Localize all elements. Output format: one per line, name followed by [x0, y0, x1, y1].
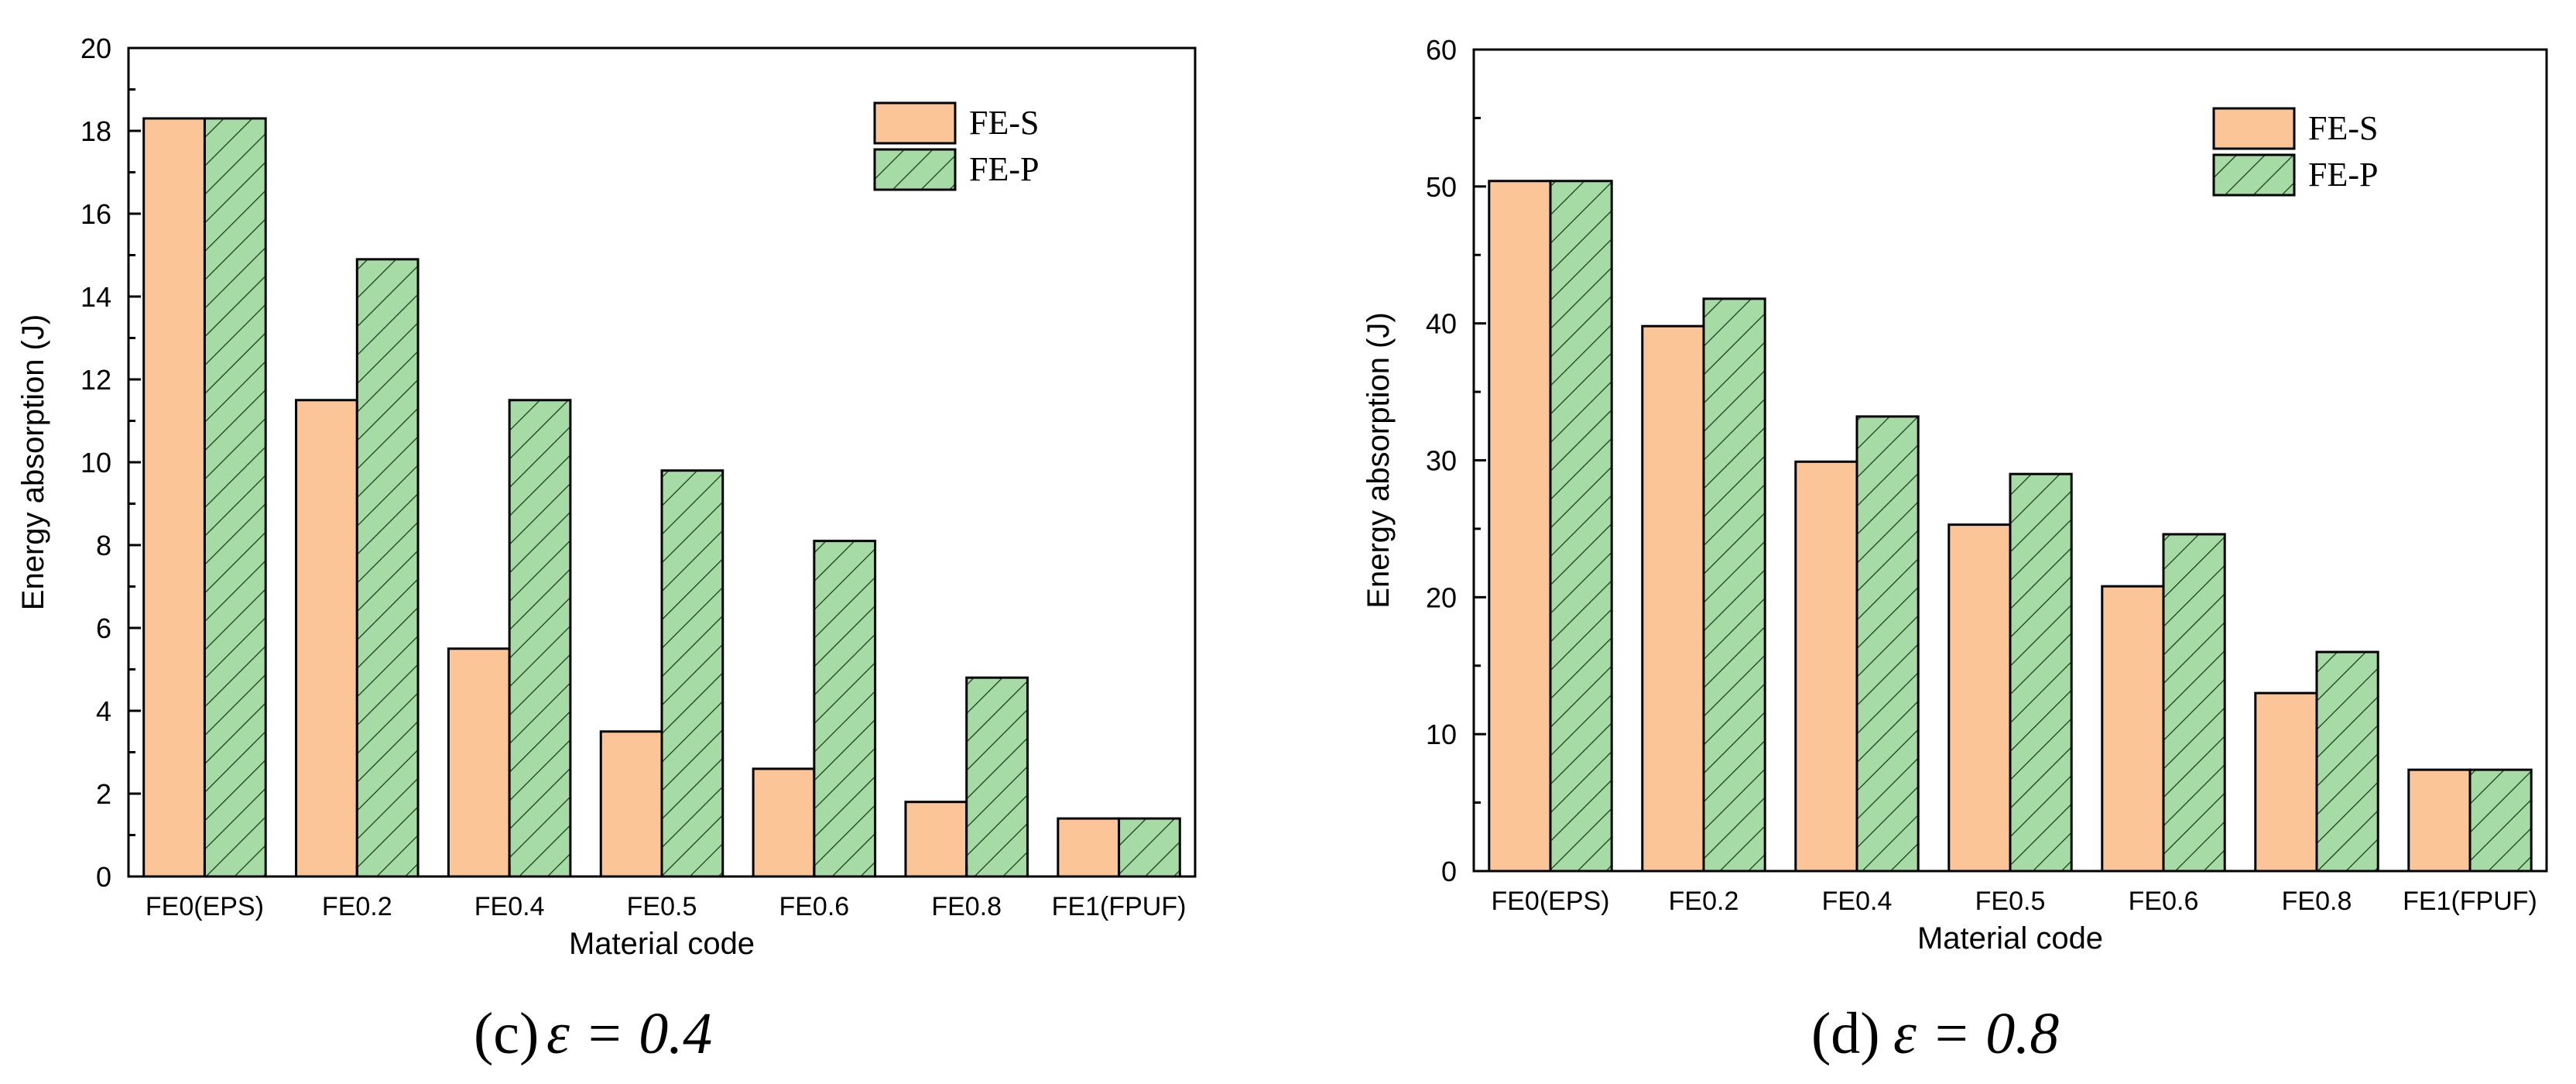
- x-tick-label: FE0.8: [931, 892, 1002, 921]
- caption-expression: ε = 0.8: [1893, 1001, 2059, 1066]
- bar-fe-p-4: [813, 540, 877, 878]
- bar-fe-s-0: [1488, 180, 1552, 873]
- y-tick-label: 30: [1426, 445, 1457, 477]
- bar-fe-p-6: [2468, 768, 2533, 873]
- legend-label-fe-s: FE-S: [969, 104, 1039, 142]
- bar-fe-s-4: [2101, 585, 2165, 873]
- bar-fe-s-6: [1057, 817, 1121, 878]
- y-axis-label: Energy absorption (J): [1362, 312, 1396, 608]
- legend-label-fe-p: FE-P: [2308, 156, 2378, 194]
- y-tick-label: 20: [80, 33, 111, 64]
- bar-fe-p-3: [660, 469, 724, 878]
- x-tick-label: FE0.2: [322, 892, 392, 921]
- x-tick-label: FE0.2: [1669, 887, 1739, 916]
- y-tick-label: 0: [96, 861, 111, 893]
- plot-frame: [1472, 48, 2548, 873]
- y-tick-label: 10: [1426, 719, 1457, 750]
- bar-fe-p-2: [508, 399, 572, 878]
- y-tick-label: 10: [80, 447, 111, 479]
- bar-fe-p-3: [2009, 472, 2073, 873]
- bar-fe-s-6: [2407, 768, 2472, 873]
- x-tick-label: FE0(EPS): [146, 892, 264, 921]
- bar-fe-p-5: [965, 676, 1029, 878]
- x-tick-label: FE1(FPUF): [1052, 892, 1187, 921]
- x-tick-label: FE0.4: [474, 892, 545, 921]
- bar-fe-s-5: [904, 801, 968, 878]
- y-tick-label: 2: [96, 778, 111, 810]
- legend-label-fe-s: FE-S: [2308, 109, 2378, 147]
- y-tick-label: 18: [80, 115, 111, 147]
- y-tick-label: 40: [1426, 308, 1457, 340]
- bar-fe-s-2: [447, 647, 511, 878]
- chart-d: 0 10 20 30 40 50 60 FE0(EPS) FE0.2 FE0.4 FE0.5 FE0.…: [1362, 34, 2548, 1066]
- legend-swatch-fe-s: [873, 101, 957, 145]
- bar-fe-s-1: [295, 399, 358, 878]
- caption-expression: ε = 0.4: [546, 1001, 712, 1066]
- x-tick-label: FE0.5: [627, 892, 697, 921]
- x-tick-label: FE0(EPS): [1491, 887, 1609, 916]
- y-tick-label: 0: [1441, 856, 1457, 887]
- x-tick-label: FE0.6: [2129, 887, 2199, 916]
- x-axis-label: Material code: [569, 927, 755, 961]
- bar-fe-s-3: [599, 730, 663, 878]
- bar-fe-p-1: [1702, 297, 1766, 873]
- legend-swatch-fe-p: [873, 148, 957, 191]
- y-tick-label: 20: [1426, 581, 1457, 613]
- caption-letter: (c): [474, 1001, 539, 1066]
- y-tick-label: 6: [96, 612, 111, 644]
- x-tick-label: FE0.4: [1822, 887, 1893, 916]
- bar-fe-p-6: [1118, 817, 1181, 878]
- x-tick-label: FE1(FPUF): [2403, 887, 2537, 916]
- bar-fe-p-1: [355, 258, 420, 878]
- bar-fe-p-2: [1855, 415, 1920, 873]
- bar-fe-p-4: [2162, 533, 2226, 873]
- caption-letter: (d): [1811, 1001, 1880, 1066]
- y-tick-label: 50: [1426, 171, 1457, 203]
- x-tick-label: FE0.5: [1975, 887, 2046, 916]
- bar-fe-s-4: [752, 767, 816, 878]
- y-tick-label: 14: [80, 281, 111, 313]
- bar-fe-s-5: [2254, 691, 2318, 873]
- bar-fe-s-1: [1641, 324, 1705, 873]
- y-axis-label: Energy absorption (J): [16, 314, 50, 610]
- y-tick-label: 16: [80, 198, 111, 230]
- x-tick-label: FE0.6: [779, 892, 849, 921]
- bar-fe-s-2: [1794, 460, 1858, 873]
- bar-fe-s-3: [1947, 523, 2012, 873]
- y-tick-label: 12: [80, 364, 111, 396]
- legend-swatch-fe-s: [2212, 107, 2296, 150]
- chart-c: 0 2 4 6 8 10 12 14 16 18 20 FE0(EPS) FE0.2 FE0.4 FE0.5…: [16, 33, 1197, 1066]
- bar-fe-p-5: [2315, 650, 2379, 873]
- bar-fe-p-0: [1549, 180, 1613, 873]
- y-tick-label: 4: [96, 695, 111, 727]
- y-tick-label: 8: [96, 530, 111, 561]
- x-tick-label: FE0.8: [2282, 887, 2352, 916]
- legend-swatch-fe-p: [2212, 153, 2296, 197]
- y-tick-label: 60: [1426, 34, 1457, 66]
- legend-label-fe-p: FE-P: [969, 150, 1039, 188]
- bar-fe-p-0: [203, 117, 267, 878]
- plot-frame: [127, 46, 1197, 878]
- bar-fe-s-0: [142, 117, 206, 878]
- x-axis-label: Material code: [1917, 921, 2103, 955]
